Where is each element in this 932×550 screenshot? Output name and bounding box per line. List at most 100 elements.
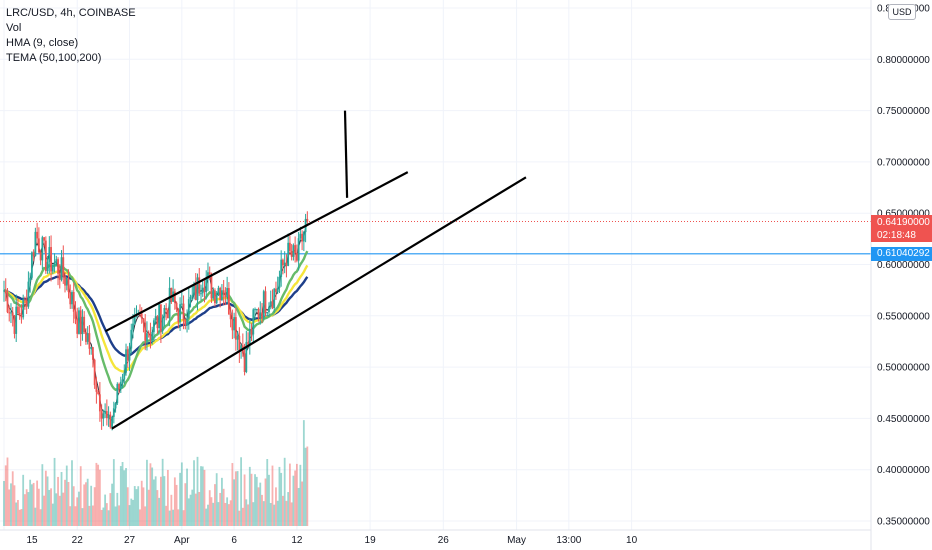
x-tick-label: Apr (174, 535, 190, 546)
candle-body (50, 247, 52, 272)
volume-bar (254, 474, 256, 526)
candle-body (161, 317, 164, 331)
candle-body (36, 231, 39, 239)
volume-bar (130, 498, 133, 526)
volume-bar (125, 468, 127, 526)
candle-body (254, 309, 256, 311)
candle-body (58, 273, 61, 280)
symbol-title[interactable]: LRC/USD, 4h, COINBASE (6, 7, 136, 19)
volume-bar (123, 470, 126, 526)
trendlines[interactable] (104, 110, 527, 430)
y-tick-label: 0.60000000 (877, 260, 930, 271)
volume-bar (257, 487, 260, 526)
candle-body (250, 328, 253, 335)
volume-bar (100, 509, 103, 526)
volume-bar (92, 505, 94, 526)
volume-bar (142, 487, 145, 526)
candle-body (133, 316, 136, 324)
candle-body (175, 302, 178, 310)
candle-body (15, 306, 18, 334)
candle-body (287, 242, 290, 266)
candle-body (121, 379, 124, 382)
candle-body (6, 293, 9, 313)
volume-bar (250, 473, 253, 526)
candle-body (222, 290, 225, 294)
volume-bar (76, 497, 79, 526)
volume-bar (247, 504, 249, 526)
volume-bar (128, 505, 131, 526)
candle-body (297, 238, 300, 261)
volume-bar (292, 475, 295, 526)
volume-bar (217, 502, 220, 526)
candle-body (86, 333, 89, 342)
candle-body (196, 277, 199, 301)
candle-body (57, 259, 59, 274)
candle-body (184, 320, 187, 326)
candle-body (11, 312, 14, 316)
candle-body (170, 287, 173, 302)
volume-bar (173, 477, 176, 526)
volume-bar (121, 462, 124, 526)
volume-bar (146, 459, 148, 526)
volume-bar (88, 505, 91, 526)
volume-bar (17, 499, 19, 526)
candle-body (149, 333, 152, 340)
volume-bar (114, 506, 117, 526)
candle-body (125, 349, 127, 373)
volume-bar (27, 492, 30, 526)
candle-body (282, 259, 284, 266)
volume-bar (69, 506, 72, 526)
x-tick-label: 26 (438, 535, 450, 546)
volume-bar (238, 510, 241, 526)
candle-body (34, 231, 37, 257)
volume-bar (184, 483, 187, 526)
candle-body (46, 261, 49, 272)
candle-body (301, 233, 304, 242)
candle-body (55, 259, 58, 263)
candle-body (67, 278, 70, 292)
candle-body (266, 311, 269, 314)
currency-badge[interactable]: USD (888, 4, 916, 20)
bar-countdown: 02:18:48 (877, 230, 916, 241)
volume-bar (98, 469, 101, 526)
volume-bar (29, 479, 32, 526)
x-tick-label: 15 (26, 535, 38, 546)
candle-body (98, 394, 101, 412)
candle-body (74, 311, 77, 319)
volume-bar (46, 476, 49, 526)
volume-bar (22, 474, 25, 526)
candle-body (238, 335, 241, 351)
volume-bar (259, 482, 262, 526)
volume-bar (112, 459, 115, 526)
y-tick-label: 0.35000000 (877, 517, 930, 528)
candle-body (245, 342, 248, 372)
chart-legend: LRC/USD, 4h, COINBASE Vol HMA (9, close)… (6, 6, 136, 66)
volume-bar (299, 464, 302, 526)
candle-body (126, 349, 129, 361)
candle-body (259, 312, 262, 318)
trendline (104, 171, 409, 333)
candle-body (226, 288, 229, 298)
hma-label[interactable]: HMA (9, close) (6, 37, 79, 49)
candle-body (166, 309, 169, 319)
candle-body (151, 331, 154, 340)
volume-bar (289, 463, 291, 526)
volume-label[interactable]: Vol (6, 22, 22, 34)
volume-bar (210, 497, 213, 526)
x-tick-label: 19 (365, 535, 377, 546)
candle-body (24, 299, 26, 301)
volume-bars (3, 420, 309, 526)
last-price-tag: 0.64190000 02:18:48 (871, 215, 932, 242)
candle-body (25, 300, 28, 307)
candle-body (147, 333, 150, 335)
candle-body (201, 287, 204, 294)
tema-label[interactable]: TEMA (50,100,200) (6, 52, 102, 64)
volume-bar (304, 447, 307, 526)
volume-bar (4, 465, 7, 526)
volume-bar (212, 502, 215, 526)
volume-bar (172, 509, 175, 526)
candle-body (200, 293, 202, 295)
candlesticks (3, 211, 309, 431)
